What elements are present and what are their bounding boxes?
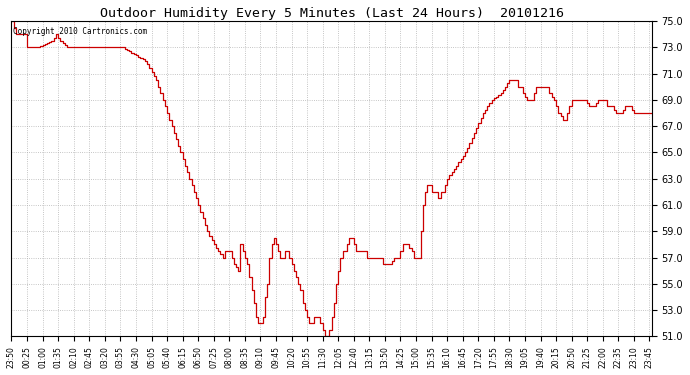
Title: Outdoor Humidity Every 5 Minutes (Last 24 Hours)  20101216: Outdoor Humidity Every 5 Minutes (Last 2…: [99, 7, 564, 20]
Text: Copyright 2010 Cartronics.com: Copyright 2010 Cartronics.com: [12, 27, 147, 36]
